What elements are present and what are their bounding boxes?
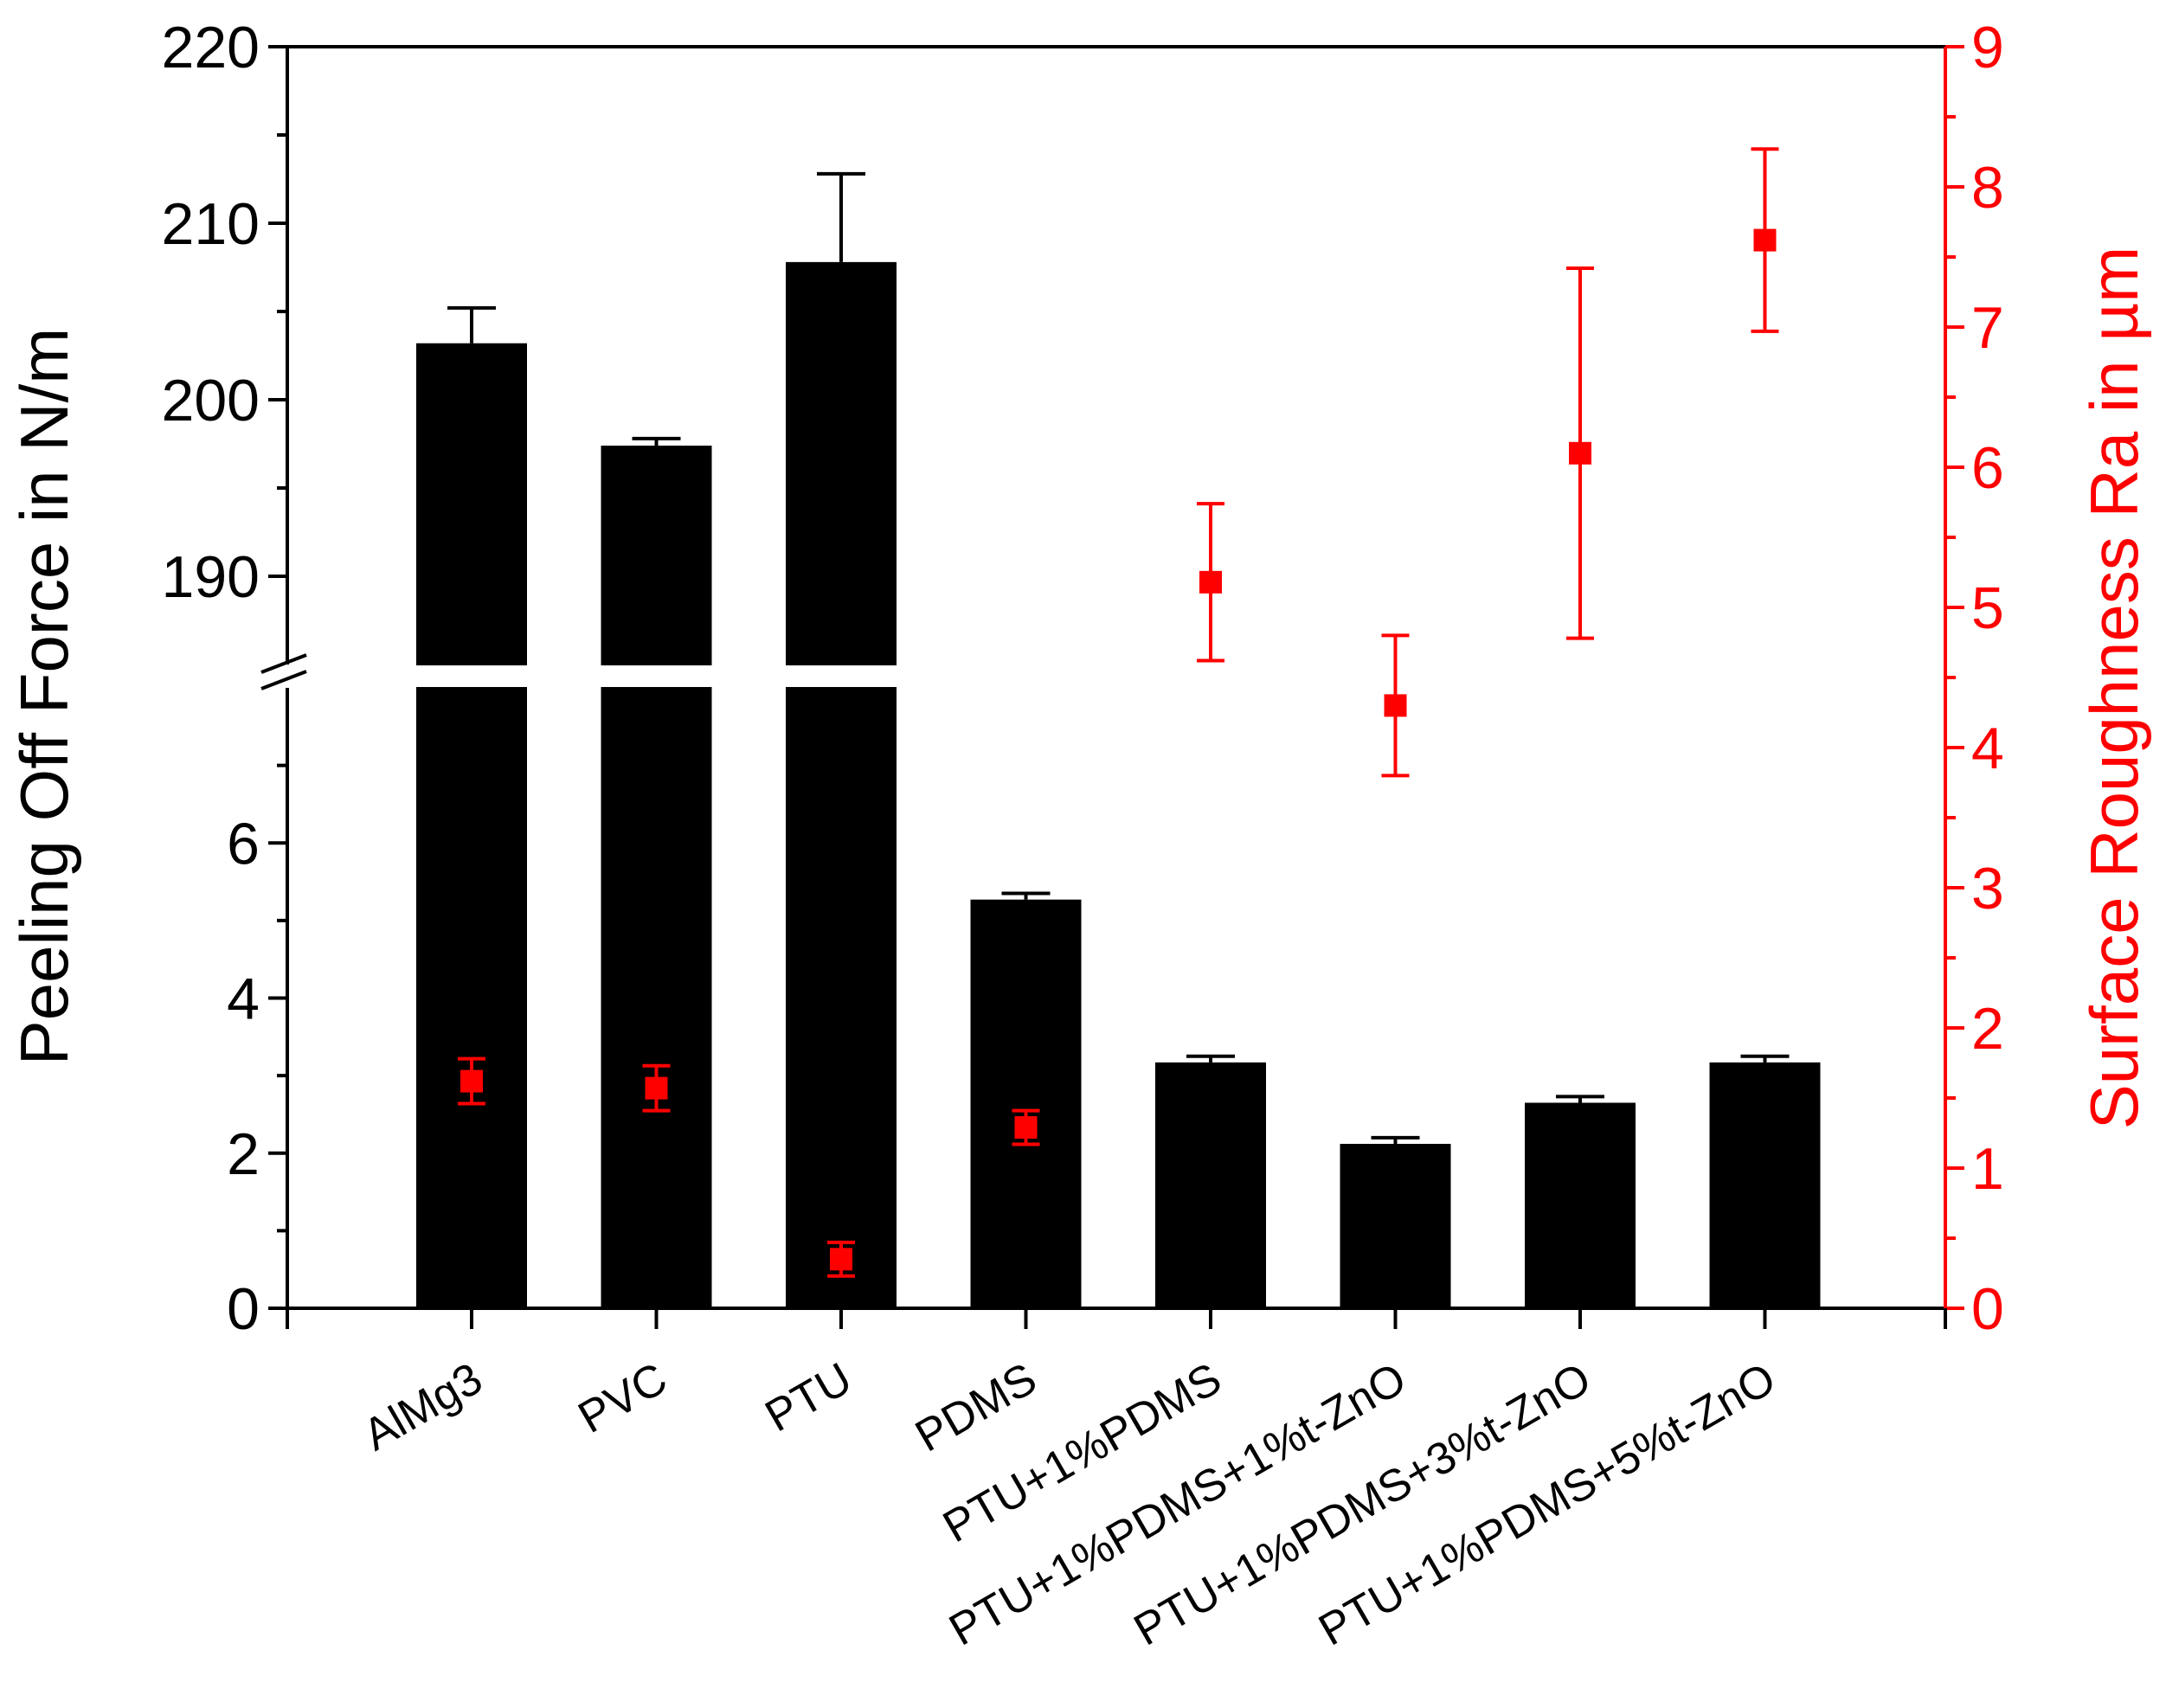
roughness-point bbox=[1384, 694, 1407, 717]
roughness-point bbox=[1569, 441, 1591, 465]
x-tick-label: AlMg3 bbox=[355, 1353, 491, 1461]
axis-break-mark bbox=[260, 653, 307, 674]
y-tick-label-left: 6 bbox=[227, 811, 260, 876]
roughness-point bbox=[1014, 1116, 1038, 1140]
y-tick-label-left: 4 bbox=[227, 966, 260, 1032]
points-layer bbox=[458, 147, 1779, 1278]
roughness-point bbox=[460, 1069, 483, 1093]
y-tick-label-left: 210 bbox=[162, 191, 260, 257]
bar bbox=[1709, 1062, 1821, 1308]
axis-break-mark bbox=[260, 670, 307, 690]
y-tick-label-right: 7 bbox=[1971, 295, 2004, 361]
bar bbox=[1155, 1062, 1266, 1308]
y-tick-label-right: 4 bbox=[1971, 716, 2004, 781]
y-tick-label-left: 2 bbox=[227, 1121, 260, 1187]
y-tick-label-right: 2 bbox=[1971, 996, 2004, 1062]
x-tick-label: PVC bbox=[570, 1353, 676, 1443]
y-tick-label-left: 0 bbox=[227, 1276, 260, 1342]
y-axis-title-left: Peeling Off Force in N/m bbox=[6, 328, 82, 1066]
roughness-point bbox=[645, 1076, 668, 1100]
axis-break-gap bbox=[270, 665, 910, 687]
y-tick-label-right: 9 bbox=[1971, 15, 2004, 80]
y-tick-label-right: 6 bbox=[1971, 435, 2004, 501]
y-tick-label-right: 3 bbox=[1971, 856, 2004, 921]
bar bbox=[1525, 1102, 1636, 1308]
bar bbox=[601, 446, 712, 1308]
roughness-point bbox=[1199, 570, 1222, 594]
bars-layer bbox=[270, 171, 1821, 1309]
y-tick-label-right: 1 bbox=[1971, 1136, 2004, 1202]
y-tick-label-right: 0 bbox=[1971, 1276, 2004, 1342]
y-tick-label-right: 5 bbox=[1971, 575, 2004, 641]
y-axis-title-right: Surface Roughness Ra in µm bbox=[2076, 247, 2152, 1129]
x-tick-label: PTU bbox=[757, 1353, 860, 1442]
y-tick-label-right: 8 bbox=[1971, 155, 2004, 221]
roughness-point bbox=[830, 1248, 852, 1271]
y-tick-label-left: 200 bbox=[162, 368, 260, 433]
bar bbox=[416, 343, 527, 1309]
roughness-point bbox=[1753, 228, 1777, 252]
y-tick-label-left: 190 bbox=[162, 544, 260, 610]
bar bbox=[1340, 1143, 1451, 1308]
bar bbox=[970, 899, 1082, 1308]
y-tick-label-left: 220 bbox=[162, 15, 260, 80]
bar bbox=[786, 261, 897, 1308]
x-tick-label: PDMS bbox=[907, 1353, 1044, 1461]
